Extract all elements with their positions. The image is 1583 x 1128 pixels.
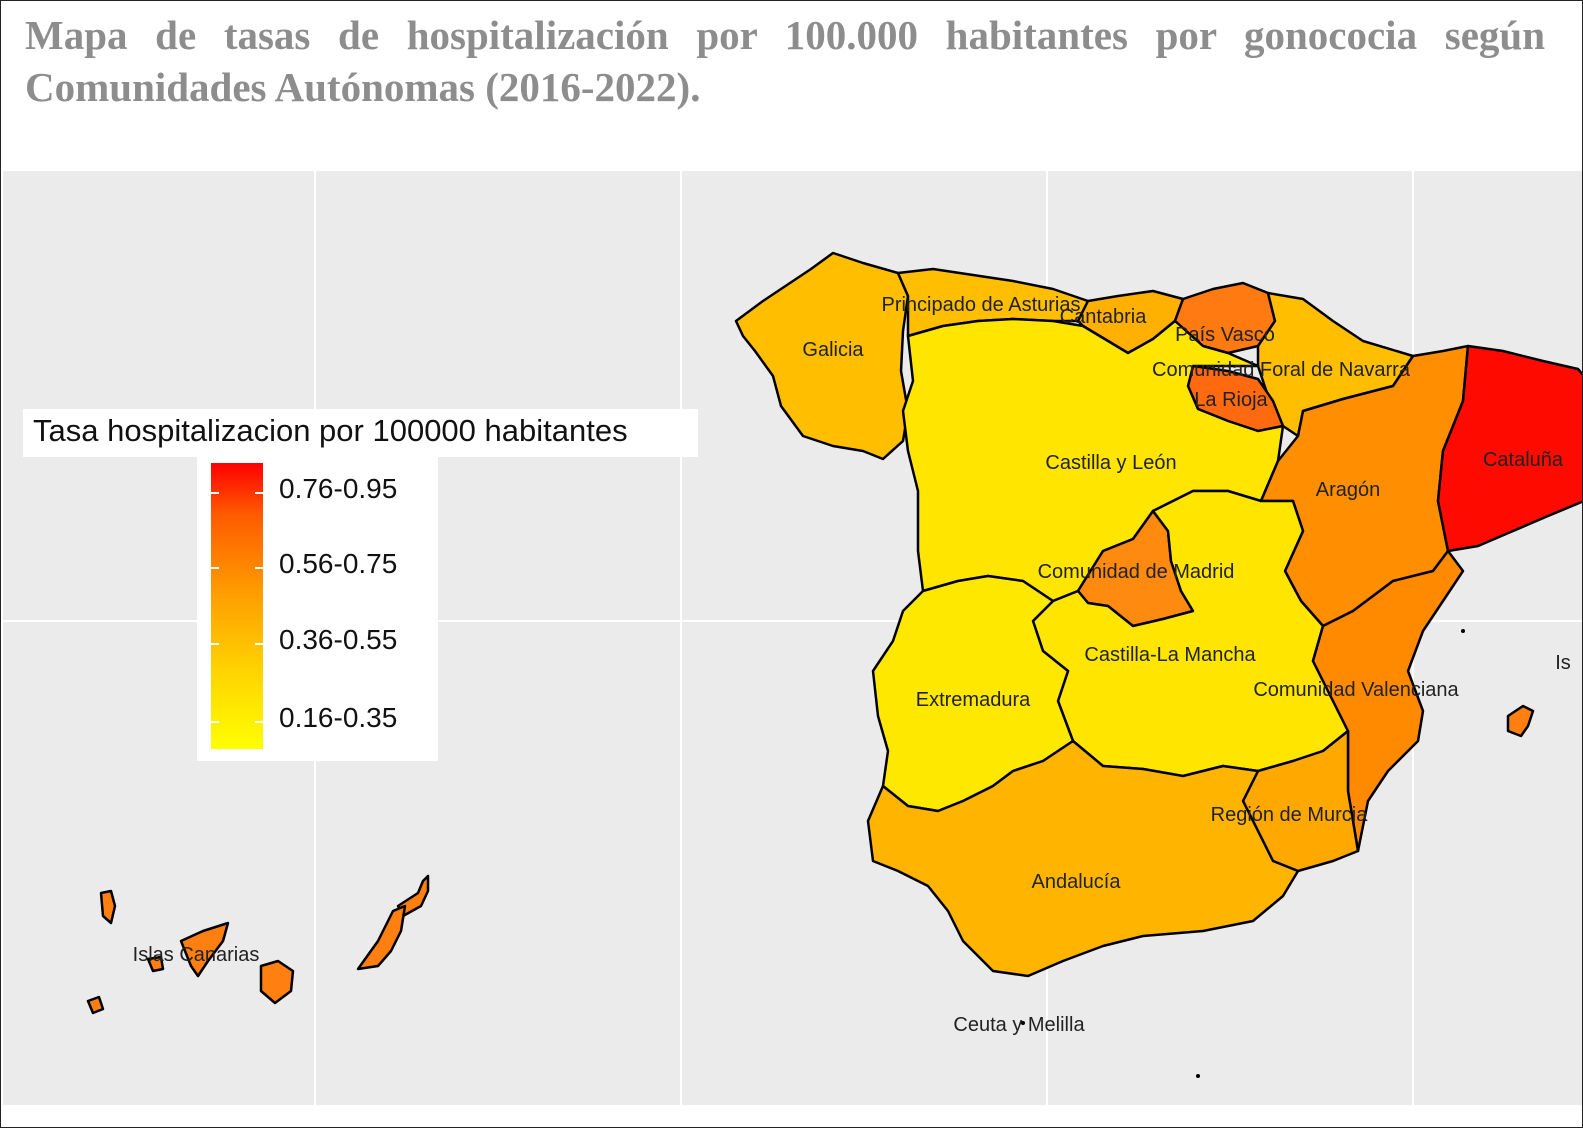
region-label: Andalucía — [1032, 871, 1122, 893]
legend-tick — [255, 567, 263, 569]
region-label: Galicia — [802, 339, 864, 361]
legend-label-bin-1: 0.76-0.95 — [279, 473, 398, 504]
region-label: Región de Murcia — [1211, 804, 1369, 826]
region-label: Comunidad Valenciana — [1253, 679, 1459, 701]
region-label: País Vasco — [1175, 324, 1275, 346]
legend-tick — [211, 492, 219, 494]
legend-tick — [255, 492, 263, 494]
region-label: Cantabria — [1060, 306, 1148, 328]
region-label: Comunidad Foral de Navarra — [1152, 359, 1411, 381]
region-andalucia[interactable] — [866, 739, 1300, 978]
region-label: Islas Canarias — [133, 944, 260, 966]
region-label: Ceuta y Melilla — [953, 1014, 1085, 1036]
region-cataluna[interactable] — [1436, 344, 1583, 553]
region-label: Castilla-La Mancha — [1084, 644, 1256, 666]
region-label: La Rioja — [1194, 389, 1268, 411]
region-baleares[interactable] — [1506, 704, 1535, 738]
melilla-marker — [1196, 1074, 1200, 1078]
region-label: Principado de Asturias — [881, 294, 1080, 316]
map-title: Mapa de tasas de hospitalización por 100… — [25, 12, 1545, 110]
region-label: Cataluña — [1483, 449, 1564, 471]
legend-tick — [255, 721, 263, 723]
menorca-marker — [1461, 629, 1465, 633]
region-canarias[interactable] — [86, 874, 430, 1015]
legend: Tasa hospitalizacion por 100000 habitant… — [23, 409, 698, 761]
region-ceuta-melilla[interactable] — [1021, 1021, 1025, 1025]
legend-tick — [211, 721, 219, 723]
legend-tick — [255, 643, 263, 645]
legend-tick — [211, 643, 219, 645]
legend-title-box: Tasa hospitalizacion por 100000 habitant… — [23, 409, 698, 457]
legend-label-bin-2: 0.56-0.75 — [279, 548, 398, 579]
legend-tick — [211, 567, 219, 569]
region-label: Comunidad de Madrid — [1038, 561, 1235, 583]
region-label: Is — [1555, 652, 1571, 674]
legend-colorbar — [211, 463, 263, 749]
region-label: Aragón — [1316, 479, 1381, 501]
legend-label-bin-3: 0.36-0.55 — [279, 624, 398, 655]
legend-body: 0.76-0.95 0.56-0.75 0.36-0.55 0.16-0.35 — [197, 457, 438, 761]
legend-title: Tasa hospitalizacion por 100000 habitant… — [33, 413, 628, 448]
region-label: Extremadura — [916, 689, 1031, 711]
region-label: Castilla y León — [1045, 452, 1176, 474]
legend-label-bin-4: 0.16-0.35 — [279, 702, 398, 733]
